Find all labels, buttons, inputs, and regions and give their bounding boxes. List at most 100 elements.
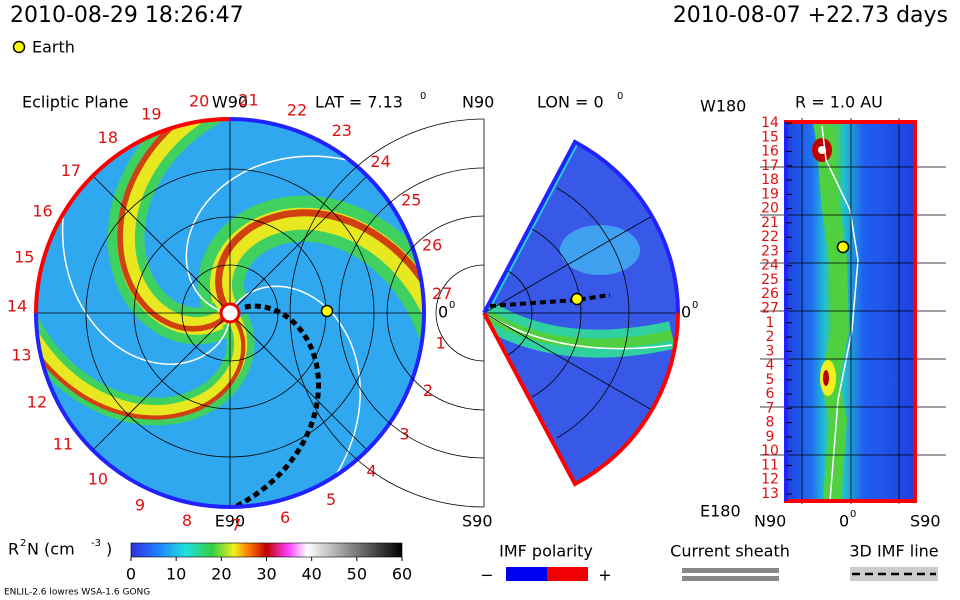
polarity-negative xyxy=(506,567,547,581)
rotation-label: 9 xyxy=(766,429,775,445)
rotation-label: 17 xyxy=(61,161,81,180)
rotation-label: 21 xyxy=(238,90,258,109)
polarity-title: IMF polarity xyxy=(499,542,593,561)
rotation-label: 13 xyxy=(761,486,779,502)
arm-red xyxy=(117,119,332,332)
colorbar-ticks: 0 10 20 30 40 50 60 xyxy=(126,557,412,584)
rotation-labels: 1415161718192021222324252627123456789101… xyxy=(761,115,792,502)
rotation-label: 6 xyxy=(280,508,290,527)
rotation-label: 19 xyxy=(761,186,779,202)
top-label: W180 xyxy=(700,97,746,116)
rotation-label: 1 xyxy=(766,315,775,331)
sheath-title: Current sheath xyxy=(670,542,790,561)
x-left: N90 xyxy=(754,512,786,531)
rotation-label: 24 xyxy=(370,152,390,171)
tick-label: 20 xyxy=(211,565,231,584)
rotation-label: 14 xyxy=(7,296,27,315)
tick-label: 30 xyxy=(256,565,276,584)
rotation-label: 21 xyxy=(761,215,779,231)
rotation-label: 2 xyxy=(766,329,775,345)
rotation-label: 7 xyxy=(231,515,241,534)
rotation-label: 18 xyxy=(98,128,118,147)
radial-panel: W180 R = 1.0 AU E180 N90 0 0 S90 1415161… xyxy=(700,93,946,531)
meridional-panel: N90 LON = 0 0 S90 0 0 xyxy=(289,91,698,531)
earth xyxy=(320,304,334,318)
rotation-label: 24 xyxy=(761,258,779,274)
rotation-label: 16 xyxy=(32,201,52,220)
field-line xyxy=(194,285,361,507)
top-label: W90 xyxy=(212,93,248,112)
earth xyxy=(836,240,850,254)
ecliptic-panel: Ecliptic Plane W90 E90 LAT = 7.13 0 0 0 … xyxy=(7,90,455,534)
bottom-label: S90 xyxy=(462,512,493,531)
rotation-label: 19 xyxy=(141,105,161,124)
rotation-label: 26 xyxy=(422,236,442,255)
rotation-label: 23 xyxy=(761,243,779,259)
imf-line xyxy=(212,303,321,507)
rotation-label: 17 xyxy=(761,158,779,174)
rotation-label: 13 xyxy=(11,346,31,365)
tick-label: 60 xyxy=(392,565,412,584)
radial-map xyxy=(786,122,915,501)
rotation-label: 18 xyxy=(761,172,779,188)
arm-yellow xyxy=(210,207,424,465)
imf-title: 3D IMF line xyxy=(849,542,938,561)
polarity-positive xyxy=(547,567,588,581)
bottom-label: E180 xyxy=(700,502,741,521)
rotation-label: 5 xyxy=(766,372,775,388)
rotation-label: 5 xyxy=(326,490,336,509)
right-label: 0 xyxy=(438,303,448,322)
rotation-label: 1 xyxy=(436,333,446,352)
bottom-label: E90 xyxy=(215,512,245,531)
earth xyxy=(570,292,584,306)
polarity-plus: + xyxy=(598,566,611,585)
arm-yellow xyxy=(36,175,248,419)
colorbar-unit: N (cm xyxy=(27,540,75,559)
rotation-label: 10 xyxy=(88,470,108,489)
x-mid: 0 xyxy=(839,512,849,531)
footer: ENLIL-2.6 lowres WSA-1.6 GONG xyxy=(4,588,150,598)
tick-label: 40 xyxy=(301,565,321,584)
tick-label: 0 xyxy=(126,565,136,584)
rotation-label: 14 xyxy=(761,115,779,131)
rotation-label: 15 xyxy=(761,129,779,145)
arm-red xyxy=(215,209,424,445)
colorbar-sup: 2 xyxy=(20,538,26,549)
rim-negative xyxy=(34,117,426,509)
radial-title: R = 1.0 AU xyxy=(795,93,883,112)
rotation-label: 27 xyxy=(761,301,779,317)
sun xyxy=(219,302,241,324)
right-sup: 0 xyxy=(692,300,698,311)
colorbar: R 2 N (cm -3 ) 0 10 20 30 40 50 60 xyxy=(8,538,412,584)
rotation-label: 25 xyxy=(401,191,421,210)
tick-label: 50 xyxy=(347,565,367,584)
colorbar-scale xyxy=(130,542,403,558)
right-label: 0 xyxy=(681,303,691,322)
meridional-grid xyxy=(289,118,678,508)
rotation-label: 23 xyxy=(332,121,352,140)
rotation-label: 16 xyxy=(761,144,779,160)
rim-positive xyxy=(482,312,680,487)
rotation-label: 4 xyxy=(766,358,775,374)
colorbar-unit-sup: -3 xyxy=(91,538,101,549)
rotation-label: 20 xyxy=(189,92,209,111)
rotation-label: 2 xyxy=(423,381,433,400)
rotation-label: 26 xyxy=(761,286,779,302)
rotation-label: 15 xyxy=(14,247,34,266)
rotation-label: 6 xyxy=(766,386,775,402)
lat-sup: 0 xyxy=(420,91,426,102)
rotation-label: 20 xyxy=(761,201,779,217)
forecast: 2010-08-07 +22.73 days xyxy=(673,3,948,28)
rotation-label: 27 xyxy=(432,284,452,303)
sheath-swatch xyxy=(682,568,779,573)
rotation-label: 25 xyxy=(761,272,779,288)
colorbar-close: ) xyxy=(106,540,112,559)
polarity-minus: − xyxy=(480,566,493,585)
density-arms xyxy=(36,119,424,507)
rotation-label: 12 xyxy=(761,472,779,488)
earth-icon xyxy=(12,40,26,54)
top-label: N90 xyxy=(462,93,494,112)
tick-label: 10 xyxy=(166,565,186,584)
rotation-label: 7 xyxy=(766,400,775,416)
